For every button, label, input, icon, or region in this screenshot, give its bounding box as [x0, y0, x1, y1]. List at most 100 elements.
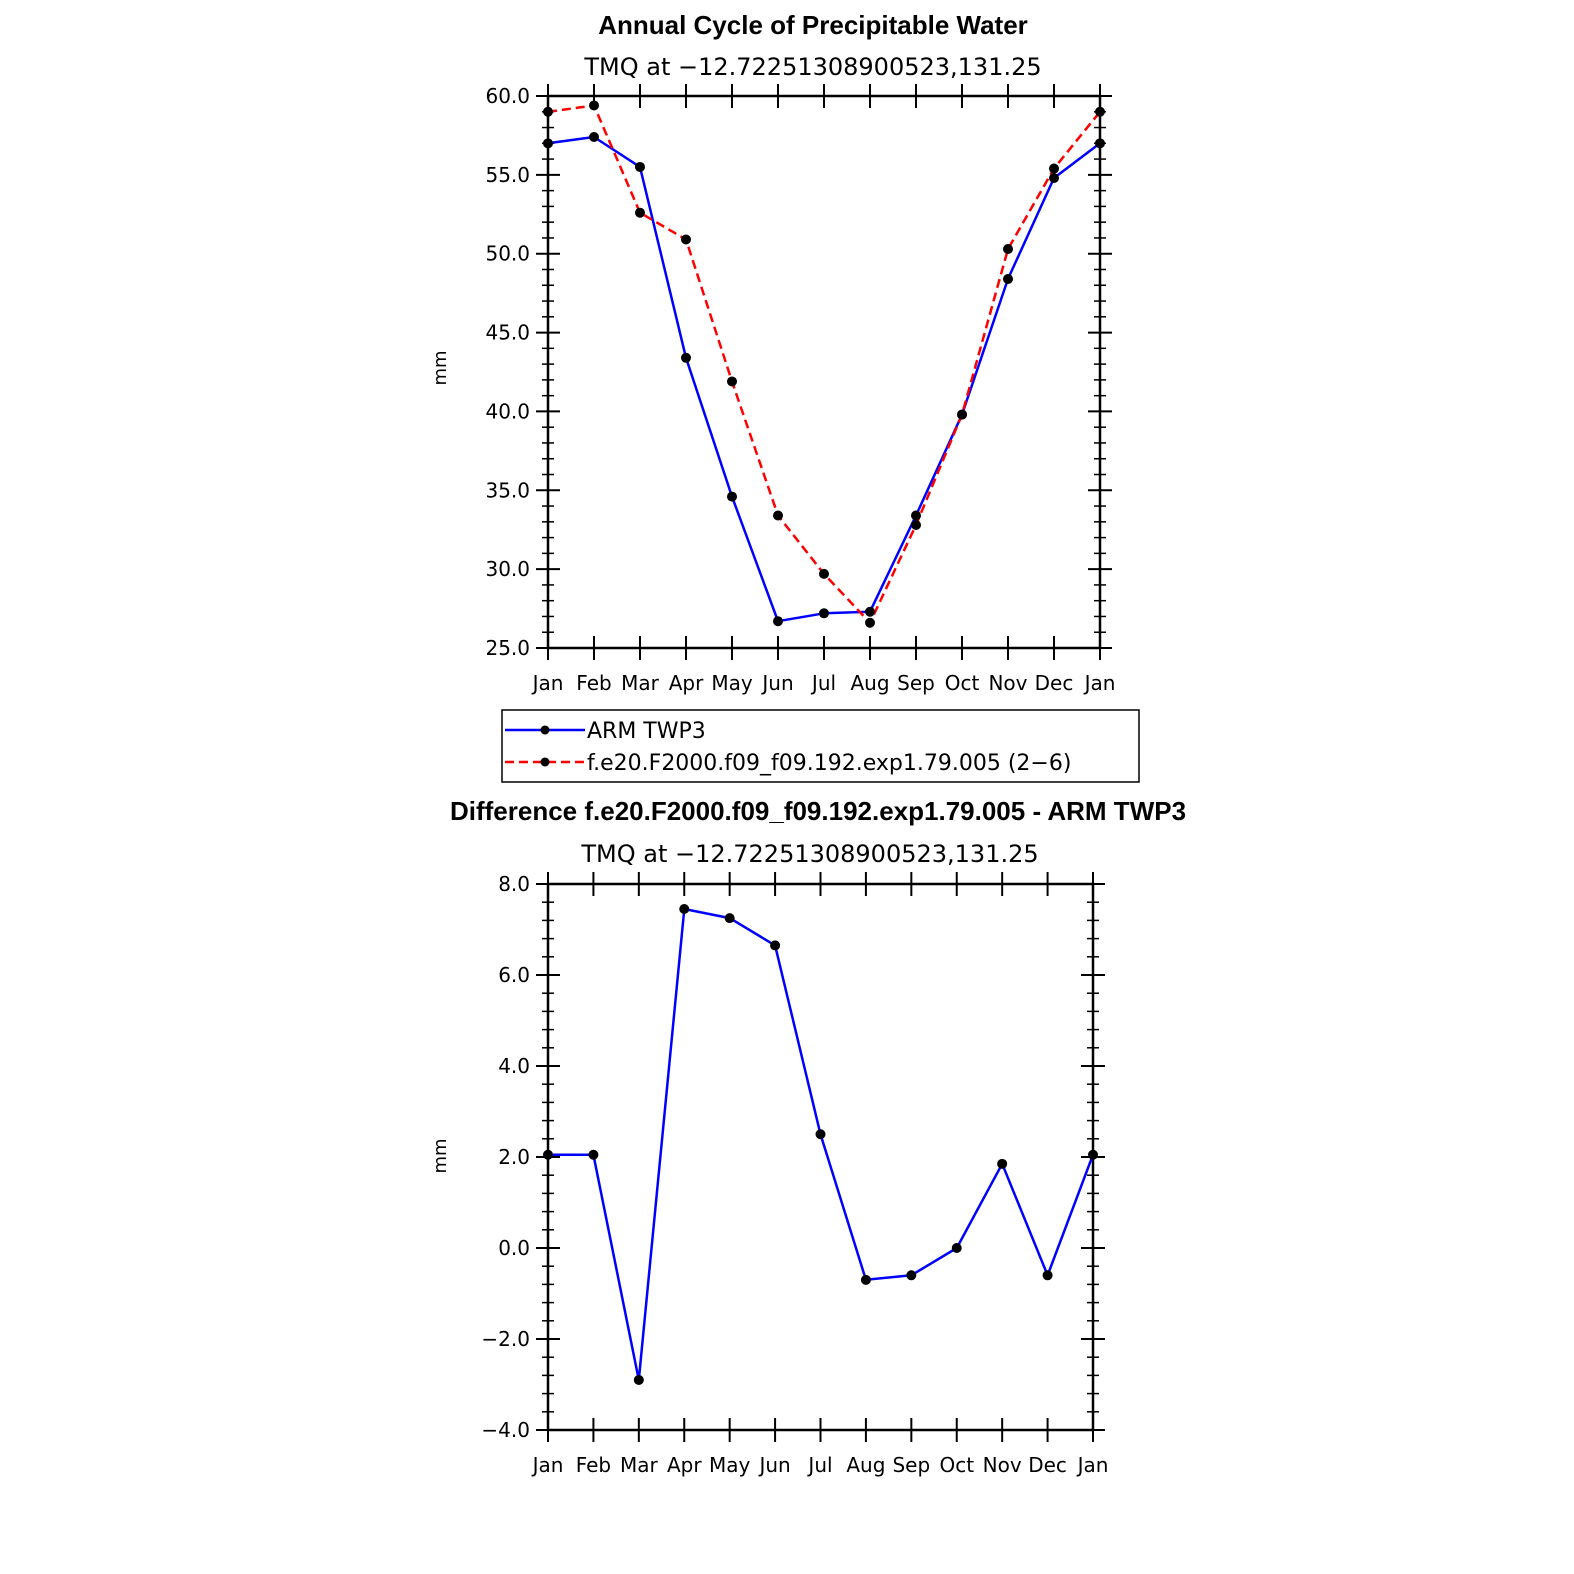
bottom-plot-frame — [546, 882, 1095, 1432]
top-series-1-point — [957, 409, 967, 420]
top-chart-title: Annual Cycle of Precipitable Water — [598, 10, 1028, 40]
top-series-1-point — [681, 234, 691, 245]
top-xtick-label: Mar — [621, 671, 660, 695]
top-series-1-point — [635, 207, 645, 218]
bottom-series-0-point — [815, 1129, 826, 1140]
bottom-chart-subtitle: TMQ at −12.72251308900523,131.25 — [580, 840, 1038, 868]
top-ytick-label: 60.0 — [485, 84, 530, 108]
bottom-series-0-point — [951, 1243, 962, 1253]
bottom-series-0-point — [679, 904, 690, 915]
bottom-ytick-label: 4.0 — [498, 1054, 530, 1078]
top-series-1-point — [819, 568, 829, 579]
top-xtick-label: Oct — [945, 671, 980, 695]
legend-box — [501, 709, 1140, 783]
bottom-xtick-label: Jan — [531, 1453, 564, 1477]
top-series-0-point — [819, 608, 829, 619]
top-chart-plot: 25.0 30.0 35.0 40.0 45.0 50.0 55.0 60.0 Jan Feb Ma… — [485, 84, 1115, 695]
bottom-series-0-point — [997, 1158, 1008, 1169]
bottom-ytick-label: 0.0 — [498, 1236, 530, 1260]
bottom-series-0-point — [860, 1274, 871, 1285]
top-xtick-label: Jan — [1083, 671, 1116, 695]
top-series-0-line — [547, 135, 1101, 623]
top-xtick-label: Aug — [850, 671, 889, 695]
bottom-xtick-label: Jan — [1076, 1453, 1109, 1477]
top-series-0-point — [865, 606, 875, 617]
bottom-ytick-label: 6.0 — [498, 963, 530, 987]
top-ytick-label: 45.0 — [485, 321, 530, 345]
legend-marker-arm — [540, 725, 550, 735]
top-xtick-label: Sep — [897, 671, 935, 695]
top-xtick-label: Feb — [576, 671, 611, 695]
top-xtick-label: Jul — [810, 671, 836, 695]
bottom-ytick-label: 8.0 — [498, 872, 530, 896]
top-series-1-point — [773, 510, 783, 521]
bottom-series-0-point — [543, 1149, 553, 1160]
top-series-0-point — [681, 352, 691, 363]
top-series-1-point — [589, 100, 599, 111]
top-series-1-point — [1049, 163, 1059, 174]
top-xtick-label: Jan — [531, 671, 564, 695]
bottom-series-0-point — [770, 940, 781, 951]
bottom-xtick-label: Jul — [806, 1453, 832, 1477]
top-series-1-point — [865, 617, 875, 628]
top-series-0-point — [1003, 273, 1013, 284]
top-ytick-label: 35.0 — [485, 478, 530, 502]
bottom-xtick-label: Nov — [983, 1453, 1022, 1477]
top-ytick-label: 55.0 — [485, 163, 530, 187]
top-series-0-point — [911, 510, 921, 521]
bottom-chart: Difference f.e20.F2000.f09_f09.192.exp1.… — [430, 796, 1186, 1477]
bottom-ytick-label: −4.0 — [481, 1418, 530, 1442]
top-series-1-point — [1003, 243, 1013, 254]
bottom-xtick-label: Jun — [757, 1453, 790, 1477]
top-xtick-label: Dec — [1035, 671, 1074, 695]
legend-marker-model — [540, 757, 550, 767]
bottom-series-0-point — [1088, 1149, 1098, 1160]
bottom-xtick-label: Dec — [1028, 1453, 1067, 1477]
bottom-series-0-point — [724, 913, 735, 924]
top-xtick-label: Apr — [669, 671, 704, 695]
bottom-xtick-label: May — [709, 1453, 751, 1477]
bottom-series-0-point — [588, 1149, 599, 1160]
top-chart-ylabel: mm — [430, 350, 451, 385]
bottom-xtick-label: Aug — [846, 1453, 885, 1477]
top-series-1-point — [543, 106, 553, 117]
bottom-series-0-point — [633, 1374, 644, 1385]
bottom-xtick-label: Apr — [667, 1453, 702, 1477]
top-ytick-label: 30.0 — [485, 557, 530, 581]
legend-label-arm: ARM TWP3 — [587, 719, 706, 744]
top-xtick-label: Nov — [988, 671, 1027, 695]
bottom-xtick-label: Feb — [576, 1453, 611, 1477]
top-series-0-point — [589, 132, 599, 143]
top-chart: Annual Cycle of Precipitable Water TMQ a… — [430, 10, 1140, 783]
top-chart-subtitle: TMQ at −12.72251308900523,131.25 — [583, 53, 1041, 81]
top-series-1-point — [1095, 106, 1105, 117]
bottom-xtick-label: Sep — [892, 1453, 930, 1477]
top-xtick-label: Jun — [760, 671, 793, 695]
top-xtick-label: May — [711, 671, 753, 695]
top-ytick-label: 40.0 — [485, 399, 530, 423]
top-series-0-point — [727, 491, 737, 502]
legend-label-model: f.e20.F2000.f09_f09.192.exp1.79.005 (2−6… — [587, 751, 1071, 776]
top-series-1-point — [727, 376, 737, 387]
bottom-series-0-line — [548, 907, 1095, 1382]
bottom-chart-title: Difference f.e20.F2000.f09_f09.192.exp1.… — [450, 796, 1186, 826]
top-chart-legend: ARM TWP3 f.e20.F2000.f09_f09.192.exp1.79… — [501, 709, 1140, 783]
top-ytick-label: 25.0 — [485, 636, 530, 660]
top-series-0-point — [635, 161, 645, 172]
top-series-0-point — [1095, 138, 1105, 149]
top-ytick-label: 50.0 — [485, 242, 530, 266]
top-series-0-point — [1049, 173, 1059, 184]
bottom-xtick-label: Oct — [939, 1453, 974, 1477]
bottom-series-0-point — [1042, 1270, 1053, 1281]
bottom-chart-ylabel: mm — [430, 1138, 451, 1173]
top-series-1-point — [911, 519, 921, 530]
top-series-0-point — [773, 616, 783, 627]
bottom-series-0-point — [906, 1270, 917, 1281]
top-plot-frame — [546, 94, 1102, 650]
top-series-0-point — [543, 138, 553, 149]
bottom-ytick-label: 2.0 — [498, 1145, 530, 1169]
bottom-xtick-label: Mar — [620, 1453, 659, 1477]
top-series-1-line — [547, 104, 1101, 625]
